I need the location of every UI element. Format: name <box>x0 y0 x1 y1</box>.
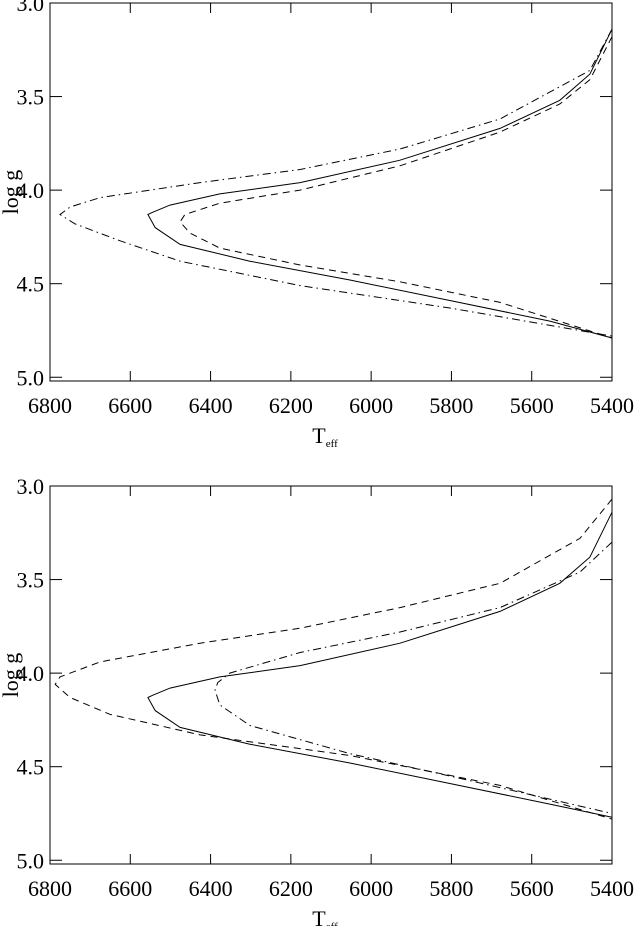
y-tick-label: 3.0 <box>17 0 45 16</box>
x-tick-label: 6200 <box>269 393 313 418</box>
y-tick-label: 5.0 <box>17 365 45 390</box>
y-tick-label: 4.5 <box>17 755 45 780</box>
x-tick-label: 6000 <box>349 393 393 418</box>
y-tick-label: 4.5 <box>17 272 45 297</box>
x-axis-label-subscript: eff <box>326 438 338 450</box>
x-tick-label: 6600 <box>108 393 152 418</box>
x-tick-label: 5400 <box>590 876 634 901</box>
curve <box>214 541 613 814</box>
y-axis-label: log g <box>0 170 23 215</box>
x-tick-label: 5600 <box>510 393 554 418</box>
x-tick-label: 6400 <box>189 876 233 901</box>
curve <box>179 36 613 339</box>
x-tick-label: 6400 <box>189 393 233 418</box>
y-axis-label: log g <box>0 653 23 698</box>
y-tick-label: 3.5 <box>17 568 45 593</box>
x-axis-label: Teff <box>312 906 338 926</box>
x-tick-label: 5400 <box>590 393 634 418</box>
x-tick-label: 5800 <box>429 393 473 418</box>
y-tick-label: 3.5 <box>17 85 45 110</box>
x-axis-label-main: T <box>312 423 326 448</box>
y-tick-label: 3.0 <box>17 474 45 499</box>
y-tick-label: 4.0 <box>17 661 45 686</box>
x-tick-label: 6200 <box>269 876 313 901</box>
x-axis-label: Teff <box>312 423 338 450</box>
x-axis-label-subscript: eff <box>326 921 338 926</box>
plot-frame <box>49 2 613 382</box>
curve <box>147 511 613 818</box>
curve <box>54 498 613 820</box>
x-tick-label: 6800 <box>28 393 72 418</box>
y-tick-label: 4.0 <box>17 178 45 203</box>
x-tick-label: 5800 <box>429 876 473 901</box>
x-tick-label: 6800 <box>28 876 72 901</box>
x-axis-label-main: T <box>312 906 326 926</box>
y-tick-label: 5.0 <box>17 848 45 873</box>
x-tick-label: 6000 <box>349 876 393 901</box>
plot-frame <box>49 485 613 865</box>
x-tick-label: 6600 <box>108 876 152 901</box>
curve <box>59 28 613 337</box>
x-tick-label: 5600 <box>510 876 554 901</box>
curve <box>147 28 613 339</box>
